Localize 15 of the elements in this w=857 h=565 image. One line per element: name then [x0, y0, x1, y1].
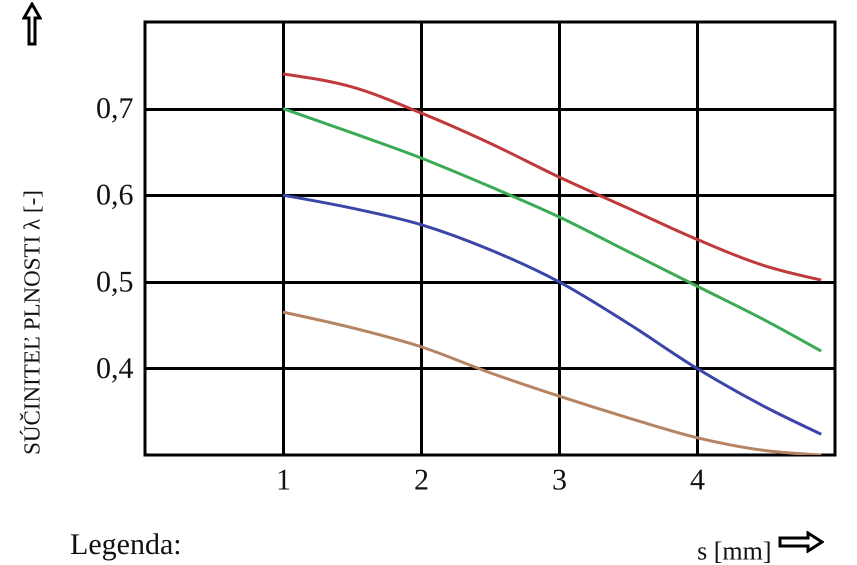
line-series — [282, 310, 823, 455]
y-tick-label: 0,4 — [96, 352, 134, 385]
x-tick-label: 4 — [690, 464, 705, 496]
x-tick-label: 3 — [552, 464, 567, 496]
x-tick-label: 1 — [276, 464, 291, 496]
y-tick-label: 0,6 — [96, 178, 134, 212]
y-axis-title: SÚČINITEĽ PLNOSTI λ [-] — [20, 190, 44, 455]
line-series — [282, 107, 823, 353]
x-axis-title: s [mm] — [697, 536, 772, 565]
y-tick-label: 0,7 — [96, 92, 134, 126]
line-series — [282, 194, 823, 436]
text: Legenda: — [70, 528, 182, 562]
x-tick-label: 2 — [414, 464, 429, 496]
y-tick-label: 0,5 — [96, 265, 134, 298]
line-series — [282, 72, 823, 282]
